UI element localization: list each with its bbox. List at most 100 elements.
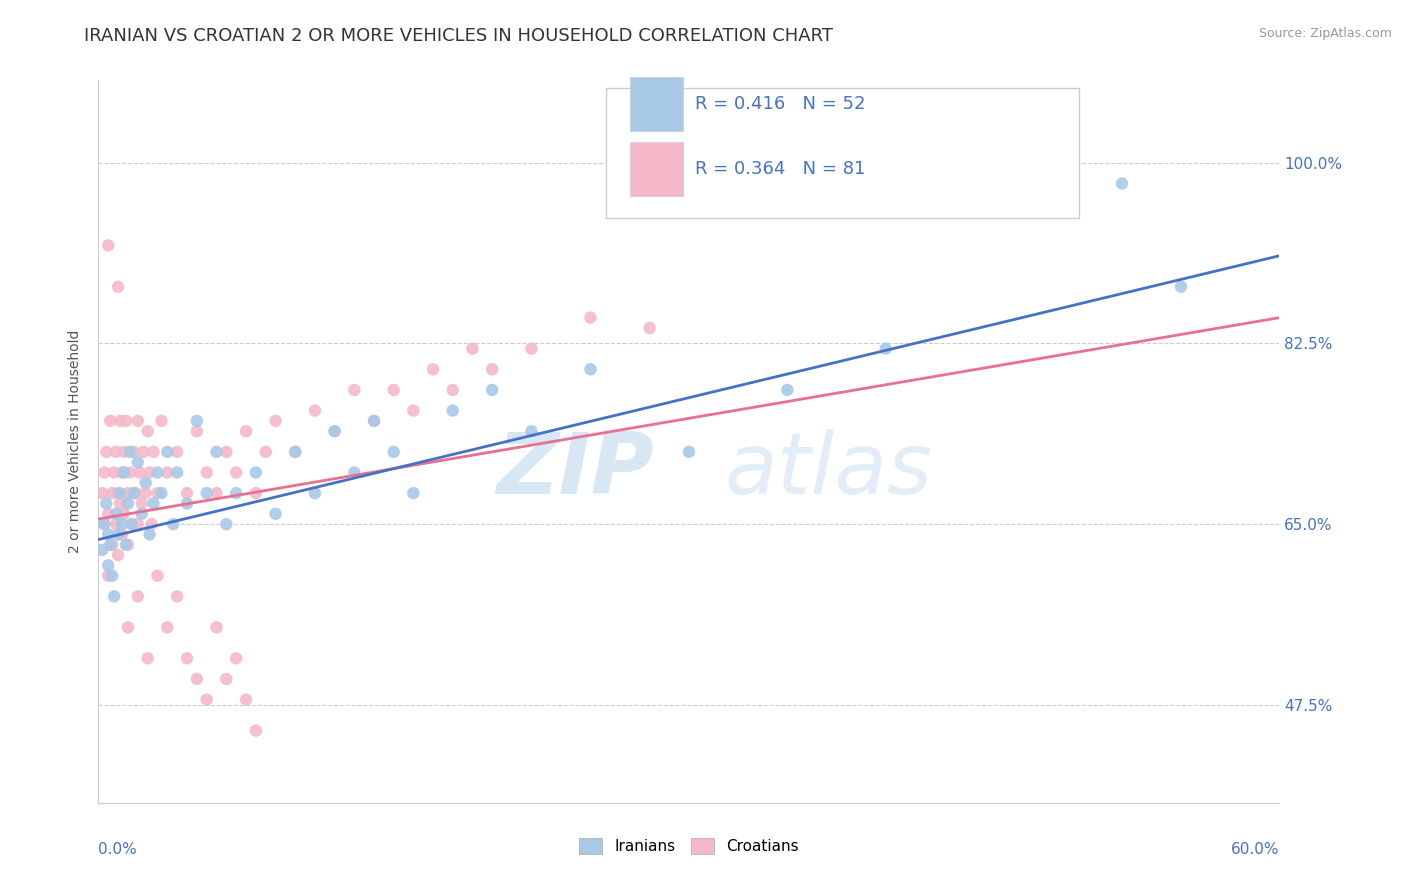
Point (481, 383, 503, 397)
Text: IRANIAN VS CROATIAN 2 OR MORE VEHICLES IN HOUSEHOLD CORRELATION CHART: IRANIAN VS CROATIAN 2 OR MORE VEHICLES I… (84, 27, 834, 45)
Point (105, 445, 128, 459)
Text: 0.0%: 0.0% (98, 842, 138, 856)
Point (235, 692, 257, 706)
Point (776, 383, 799, 397)
Point (579, 362, 602, 376)
Y-axis label: 2 or more Vehicles in Household: 2 or more Vehicles in Household (69, 330, 83, 553)
Point (382, 383, 405, 397)
Point (225, 651, 247, 665)
Point (195, 692, 218, 706)
Point (132, 445, 155, 459)
Point (146, 568, 169, 582)
Point (118, 445, 141, 459)
Point (166, 466, 188, 480)
Point (122, 445, 145, 459)
Point (176, 651, 198, 665)
Point (1170, 279, 1192, 293)
Point (579, 310, 602, 325)
Point (112, 507, 135, 521)
Point (111, 527, 134, 541)
Point (638, 321, 661, 335)
Point (1111, 177, 1133, 191)
Point (520, 342, 543, 356)
Text: ZIP: ZIP (496, 429, 654, 512)
Point (875, 342, 897, 356)
Point (97, 238, 120, 252)
Point (142, 496, 165, 510)
Point (136, 651, 159, 665)
Point (93, 466, 115, 480)
Point (186, 672, 208, 686)
Text: 60.0%: 60.0% (1232, 842, 1279, 856)
Point (125, 486, 148, 500)
Text: R = 0.364   N = 81: R = 0.364 N = 81 (695, 160, 865, 178)
Point (91, 542, 114, 557)
Point (127, 590, 149, 604)
Point (112, 445, 135, 459)
Point (117, 496, 139, 510)
Point (162, 517, 184, 532)
Point (225, 486, 247, 500)
Point (107, 486, 129, 500)
Point (150, 486, 173, 500)
Point (461, 342, 484, 356)
FancyBboxPatch shape (630, 142, 683, 196)
Point (111, 466, 134, 480)
Point (117, 486, 139, 500)
Point (176, 486, 198, 500)
Point (225, 466, 247, 480)
Point (363, 414, 385, 428)
Point (131, 507, 153, 521)
Point (156, 445, 179, 459)
Point (402, 486, 425, 500)
Point (245, 486, 267, 500)
Point (97, 527, 120, 541)
Point (121, 517, 143, 532)
Point (107, 279, 129, 293)
Point (235, 424, 257, 438)
Point (678, 445, 700, 459)
Point (128, 466, 150, 480)
Point (135, 475, 157, 490)
Point (441, 383, 464, 397)
Text: atlas: atlas (724, 429, 932, 512)
Point (111, 517, 134, 532)
Text: R = 0.416   N = 52: R = 0.416 N = 52 (695, 95, 865, 112)
Point (343, 383, 366, 397)
Point (117, 620, 139, 634)
Point (323, 424, 346, 438)
Point (422, 362, 444, 376)
FancyBboxPatch shape (606, 87, 1078, 218)
Point (323, 424, 346, 438)
Point (146, 466, 169, 480)
Point (96, 445, 118, 459)
Point (343, 466, 366, 480)
Point (97, 558, 120, 573)
Point (121, 517, 143, 532)
Point (98, 538, 121, 552)
Point (215, 672, 238, 686)
Point (520, 424, 543, 438)
Point (402, 403, 425, 417)
Point (117, 538, 139, 552)
Point (264, 414, 287, 428)
Point (481, 362, 503, 376)
Text: Source: ZipAtlas.com: Source: ZipAtlas.com (1258, 27, 1392, 40)
Point (284, 445, 307, 459)
Point (105, 507, 128, 521)
Point (363, 414, 385, 428)
Point (108, 414, 131, 428)
Point (108, 486, 131, 500)
Point (127, 414, 149, 428)
Point (186, 424, 208, 438)
Point (93, 517, 115, 532)
Point (91, 486, 114, 500)
Point (441, 403, 464, 417)
Point (127, 455, 149, 469)
Point (142, 445, 165, 459)
Point (93, 517, 115, 532)
Point (138, 527, 160, 541)
Point (156, 620, 179, 634)
Point (254, 445, 277, 459)
Point (127, 517, 149, 532)
